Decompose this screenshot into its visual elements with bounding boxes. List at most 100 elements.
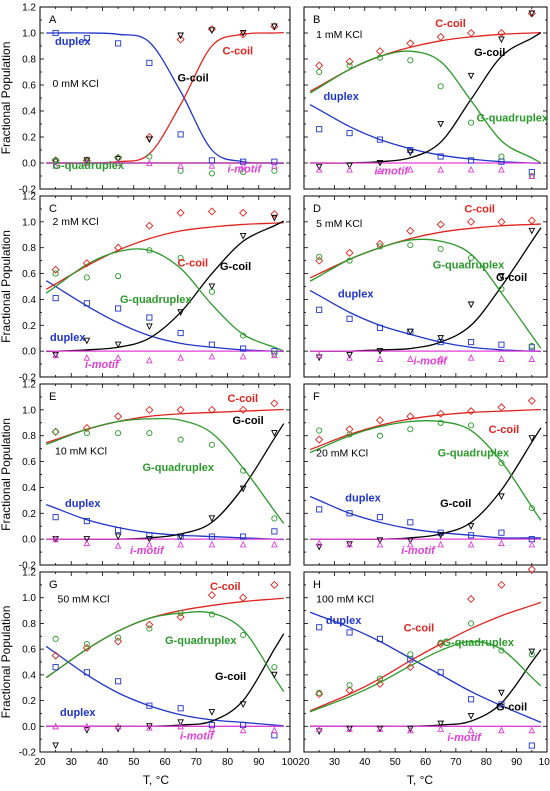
point-i-motif	[528, 172, 536, 180]
y-tick-label: 0.8	[22, 55, 36, 66]
point-c-coil	[114, 243, 123, 252]
panel-letter: G	[49, 579, 58, 591]
point-i-motif	[52, 722, 59, 730]
point-g-coil	[52, 742, 59, 750]
point-g-quadruplex	[271, 515, 278, 522]
point-g-quadruplex	[346, 62, 353, 69]
point-duplex	[346, 130, 353, 137]
point-g-coil	[239, 233, 247, 240]
point-duplex	[346, 315, 353, 322]
point-g-quadruplex	[271, 350, 278, 357]
point-g-quadruplex	[115, 430, 122, 437]
point-i-motif	[177, 722, 184, 730]
point-g-coil	[467, 712, 475, 720]
series-label-g-quadruplex: G-quadruplex	[143, 462, 215, 474]
point-i-motif	[346, 354, 353, 361]
point-g-quadruplex	[83, 274, 90, 281]
fit-curve-g-quadruplex	[309, 50, 542, 164]
point-i-motif	[406, 165, 414, 173]
point-i-motif	[114, 354, 122, 361]
series-label-duplex: duplex	[323, 91, 359, 103]
point-g-coil	[239, 485, 247, 493]
point-g-coil	[271, 671, 278, 679]
series-label-g-quadruplex: G-quadruplex	[443, 637, 515, 649]
panel-b: B 1 mM KCl duplex C-coil G-coil G-quadruplex i…	[303, 6, 549, 190]
point-g-coil	[498, 273, 505, 280]
y-tick-label: -0.2	[19, 185, 37, 196]
point-g-coil	[239, 701, 247, 709]
point-duplex	[407, 519, 414, 526]
point-i-motif	[406, 540, 414, 548]
x-tick-label: 80	[481, 757, 493, 768]
point-i-motif	[498, 539, 505, 547]
point-duplex	[83, 35, 90, 42]
point-g-quadruplex	[407, 426, 414, 433]
point-c-coil	[527, 216, 536, 225]
point-g-quadruplex	[240, 631, 247, 639]
y-tick-label: 0.4	[22, 107, 36, 118]
point-g-coil	[83, 337, 91, 345]
point-i-motif	[52, 535, 59, 543]
point-g-quadruplex	[498, 153, 505, 160]
fit-curve-c-coil	[309, 601, 542, 712]
point-duplex	[528, 742, 535, 749]
point-i-motif	[528, 355, 536, 362]
point-i-motif	[437, 725, 445, 732]
fit-curve-c-coil	[309, 31, 541, 92]
kcl-label: 1 mM KCl	[316, 29, 362, 41]
x-tick-label: 20	[34, 757, 46, 768]
point-g-coil	[528, 10, 536, 18]
point-g-quadruplex	[271, 664, 278, 671]
point-c-coil	[82, 643, 91, 652]
point-g-quadruplex	[468, 620, 475, 627]
series-label-duplex: duplex	[345, 493, 381, 505]
series-label-g-coil: G-coil	[496, 272, 527, 284]
point-g-coil	[271, 430, 278, 437]
point-g-quadruplex	[83, 158, 90, 165]
point-i-motif	[467, 354, 475, 361]
point-c-coil	[375, 679, 384, 688]
point-g-quadruplex	[316, 253, 323, 260]
point-i-motif	[467, 165, 475, 173]
point-duplex	[208, 341, 215, 348]
point-g-quadruplex	[240, 332, 247, 339]
point-duplex	[83, 669, 90, 676]
y-axis-title: Fractional Population	[0, 418, 13, 531]
point-c-coil	[315, 435, 324, 444]
point-i-motif	[498, 165, 505, 173]
y-axis-title: Fractional Population	[0, 230, 13, 343]
point-i-motif	[239, 726, 247, 734]
point-g-coil	[528, 435, 536, 442]
series-label-duplex: duplex	[338, 288, 374, 300]
series-label-duplex: duplex	[60, 707, 96, 719]
point-g-quadruplex	[376, 675, 383, 682]
y-tick-label: 1.2	[22, 192, 36, 203]
series-label-duplex: duplex	[50, 332, 86, 344]
y-axis-title: Fractional Population	[0, 42, 13, 155]
point-g-quadruplex	[83, 430, 90, 437]
point-c-coil	[239, 30, 248, 39]
y-tick-label: 0.8	[22, 243, 36, 254]
point-g-quadruplex	[437, 83, 444, 90]
point-i-motif	[146, 540, 153, 548]
point-i-motif	[52, 351, 59, 359]
point-duplex	[208, 533, 215, 540]
point-c-coil	[467, 594, 476, 604]
point-g-quadruplex	[208, 611, 215, 618]
y-tick-label: 0.6	[22, 81, 36, 92]
panel-a: -0.2 0.0 0.2 0.4 0.6 0.8 1.0 1.2 Fractional Popu…	[0, 3, 291, 196]
point-c-coil	[176, 35, 185, 44]
y-tick-label: 0.0	[22, 159, 36, 170]
point-i-motif	[406, 355, 414, 362]
point-i-motif	[437, 165, 445, 173]
point-c-coil	[176, 405, 185, 414]
point-c-coil	[375, 239, 384, 248]
point-c-coil	[406, 412, 415, 421]
point-g-coil	[146, 136, 153, 144]
point-c-coil	[497, 580, 506, 589]
point-g-quadruplex	[115, 273, 122, 280]
series-label-c-coil: C-coil	[489, 424, 520, 436]
point-duplex	[271, 348, 278, 355]
x-tick-label: 100	[539, 757, 550, 768]
